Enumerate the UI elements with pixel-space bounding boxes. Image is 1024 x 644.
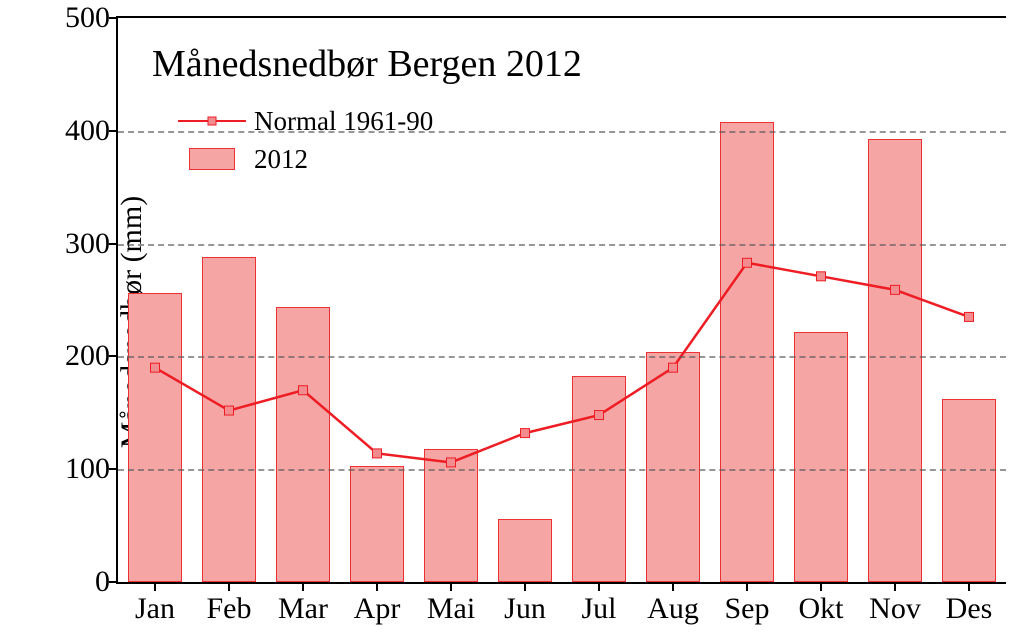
plot-area: Månedsnedbør Bergen 2012 Normal 1961-90 … bbox=[116, 16, 1006, 584]
y-tick-label: 400 bbox=[65, 114, 110, 148]
x-tick-label: Apr bbox=[354, 592, 401, 626]
line-marker bbox=[151, 363, 160, 372]
line-marker bbox=[595, 411, 604, 420]
y-tick-label: 100 bbox=[65, 452, 110, 486]
line-marker bbox=[965, 312, 974, 321]
x-tick-label: Sep bbox=[725, 592, 770, 626]
x-tick-label: Mar bbox=[278, 592, 328, 626]
line-marker bbox=[743, 258, 752, 267]
line-marker bbox=[669, 363, 678, 372]
x-tick-label: Jul bbox=[581, 592, 616, 626]
x-tick-label: Okt bbox=[799, 592, 844, 626]
x-tick-label: Des bbox=[946, 592, 993, 626]
line-marker bbox=[521, 429, 530, 438]
chart-container: Månedsnedbør (mm) Månedsnedbør Bergen 20… bbox=[0, 0, 1024, 644]
y-tick-label: 300 bbox=[65, 227, 110, 261]
line-marker bbox=[447, 458, 456, 467]
line-marker bbox=[817, 272, 826, 281]
line-marker bbox=[373, 449, 382, 458]
x-tick-label: Jan bbox=[135, 592, 175, 626]
line-marker bbox=[299, 386, 308, 395]
x-tick-label: Nov bbox=[869, 592, 921, 626]
y-tick-label: 500 bbox=[65, 1, 110, 35]
line-marker bbox=[891, 285, 900, 294]
x-tick-label: Mai bbox=[427, 592, 475, 626]
line-layer bbox=[118, 18, 1006, 582]
x-tick-label: Aug bbox=[647, 592, 699, 626]
y-tick-label: 0 bbox=[95, 565, 110, 599]
x-tick-label: Feb bbox=[207, 592, 252, 626]
y-tick-label: 200 bbox=[65, 339, 110, 373]
line-marker bbox=[225, 406, 234, 415]
line-series bbox=[155, 263, 969, 463]
x-tick-label: Jun bbox=[504, 592, 546, 626]
